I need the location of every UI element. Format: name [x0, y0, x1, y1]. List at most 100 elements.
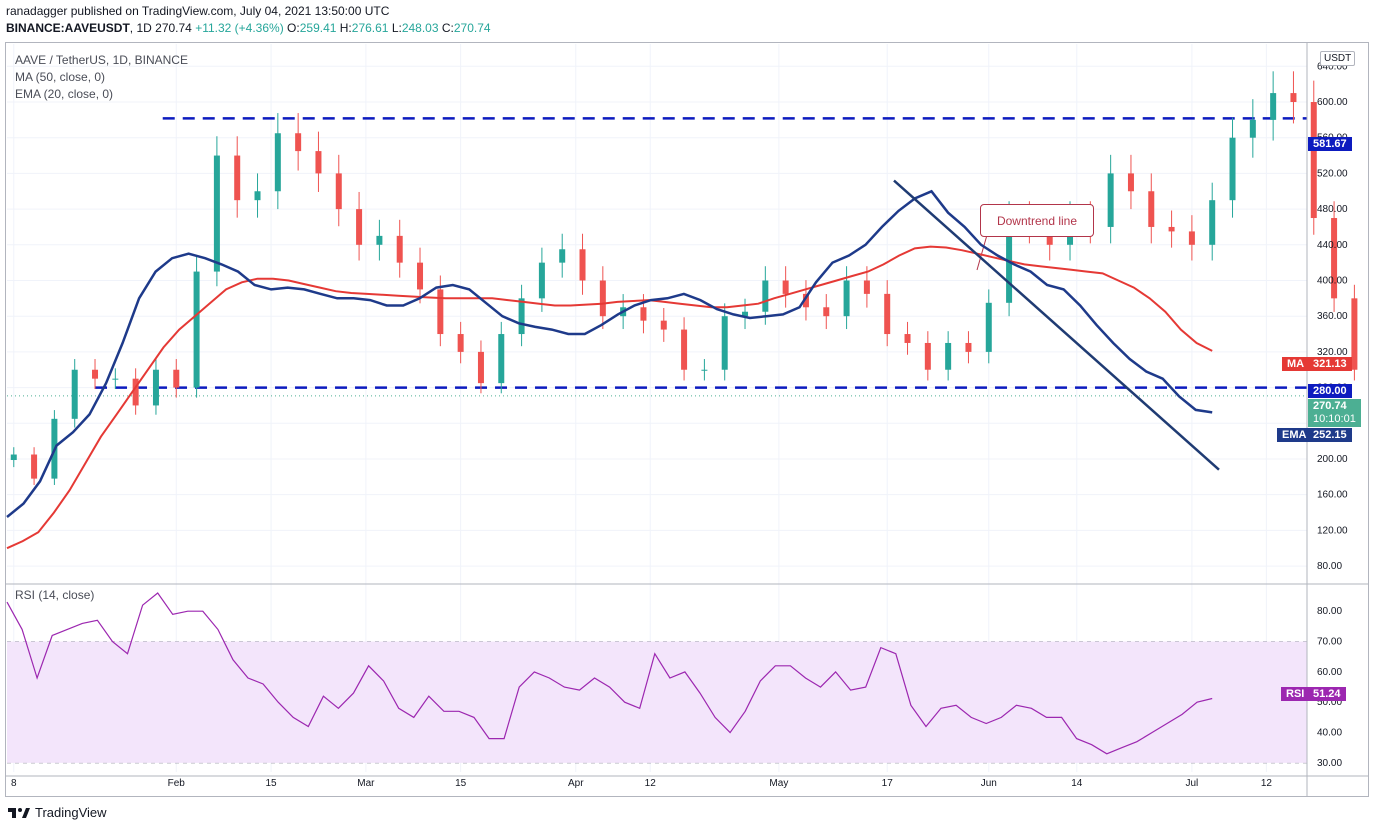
rsi-tick-label: 30.00 [1317, 758, 1342, 769]
rsi-line [6, 592, 1213, 755]
candle-body [965, 342, 972, 352]
tradingview-brand[interactable]: TradingView [8, 805, 107, 820]
candle-body [823, 307, 830, 317]
candle-body [417, 262, 424, 290]
x-tick-label: 15 [266, 778, 278, 789]
candle-body [1209, 200, 1216, 245]
ema-line [6, 189, 1213, 518]
x-tick-label: 12 [1261, 778, 1273, 789]
ma-name-tag: MA [1282, 357, 1310, 371]
rsi-tick-label: 70.00 [1317, 637, 1342, 648]
candle-body [92, 369, 99, 379]
x-tick-label: 17 [882, 778, 894, 789]
brand-name: TradingView [35, 805, 107, 820]
y-tick-label: 640.00 [1317, 61, 1348, 72]
candle-body [599, 280, 606, 317]
ema-value-tag: 252.15 [1308, 428, 1352, 442]
candle-body [1351, 298, 1358, 370]
ma-line [6, 245, 1213, 550]
level-tag-581: 581.67 [1308, 137, 1352, 151]
candle-body [173, 369, 180, 388]
y-tick-label: 400.00 [1317, 275, 1348, 286]
last-price: 270.74 [155, 21, 192, 35]
rsi-tick-label: 60.00 [1317, 667, 1342, 678]
candle-body [1127, 173, 1134, 192]
candle-body [863, 280, 870, 294]
candle-body [904, 334, 911, 343]
downtrend-line [893, 179, 1220, 471]
x-tick-label: Jul [1185, 778, 1198, 789]
close-value: 270.74 [453, 21, 491, 35]
candle-body [335, 173, 342, 210]
candle-body [1148, 191, 1155, 227]
candle-body [660, 320, 667, 330]
symbol: BINANCE:AAVEUSDT [6, 21, 130, 35]
ohlc-line: BINANCE:AAVEUSDT, 1D 270.74 +11.32 (+4.3… [6, 21, 491, 35]
last-price-value: 270.74 [1313, 400, 1347, 412]
x-tick-label: May [769, 778, 788, 789]
rsi-tick-label: 50.00 [1317, 697, 1342, 708]
candle-body [559, 249, 566, 263]
candle-body [1249, 119, 1256, 138]
candle-body [234, 155, 241, 201]
y-tick-label: 80.00 [1317, 561, 1342, 572]
x-tick-label: 8 [11, 778, 17, 789]
ema-name-tag: EMA [1277, 428, 1312, 442]
candle-body [457, 334, 464, 352]
candle-body [498, 334, 505, 384]
y-tick-label: 360.00 [1317, 311, 1348, 322]
candle-body [477, 351, 484, 384]
candle-body [518, 298, 525, 335]
low-label: L: [391, 21, 402, 35]
candle-body [1310, 102, 1317, 219]
countdown: 10:10:01 [1313, 413, 1356, 425]
ma-legend: MA (50, close, 0) [15, 70, 106, 84]
candle-body [681, 329, 688, 370]
x-tick-label: 15 [455, 778, 467, 789]
candle-body [254, 191, 261, 201]
pair-legend: AAVE / TetherUS, 1D, BINANCE [15, 53, 188, 67]
downtrend-annotation: Downtrend line [980, 204, 1094, 237]
candle-body [295, 133, 302, 152]
interval: 1D [136, 21, 152, 35]
candle-body [945, 342, 952, 370]
ma-value-tag: 321.13 [1308, 357, 1352, 371]
x-tick-label: Apr [568, 778, 584, 789]
candle-body [31, 454, 38, 479]
y-tick-label: 320.00 [1317, 347, 1348, 358]
published-line: ranadagger published on TradingView.com,… [6, 4, 390, 18]
candle-body [1188, 231, 1195, 245]
candle-body [1107, 173, 1114, 227]
x-tick-label: 12 [645, 778, 657, 789]
y-tick-label: 600.00 [1317, 97, 1348, 108]
candle-body [843, 280, 850, 317]
rsi-value-tag: 51.24 [1308, 687, 1346, 701]
x-tick-label: Feb [168, 778, 186, 789]
y-tick-label: 160.00 [1317, 490, 1348, 501]
y-tick-label: 440.00 [1317, 240, 1348, 251]
candle-body [71, 369, 78, 419]
currency-badge[interactable]: USDT [1320, 51, 1356, 66]
y-tick-label: 200.00 [1317, 454, 1348, 465]
horizontal-levels [7, 117, 1307, 397]
x-tick-label: Jun [981, 778, 997, 789]
chart-frame [5, 42, 1369, 797]
y-tick-label: 120.00 [1317, 525, 1348, 536]
candle-body [802, 293, 809, 308]
candle-body [721, 316, 728, 370]
change: +11.32 (+4.36%) [195, 21, 284, 35]
candle-body [701, 369, 708, 371]
rsi-legend: RSI (14, close) [15, 588, 95, 602]
candle-body [1270, 93, 1277, 120]
y-tick-label: 520.00 [1317, 168, 1348, 179]
candle-body [1229, 137, 1236, 201]
high-label: H: [339, 21, 352, 35]
chart-svg[interactable]: 80.00120.00160.00200.00240.00280.00320.0… [5, 42, 1369, 797]
candle-body [356, 209, 363, 245]
open-value: 259.41 [299, 21, 337, 35]
candle-body [10, 454, 17, 461]
candle-body [112, 378, 119, 380]
candle-body [742, 311, 749, 317]
rsi-band [7, 641, 1307, 763]
candle-body [538, 262, 545, 299]
